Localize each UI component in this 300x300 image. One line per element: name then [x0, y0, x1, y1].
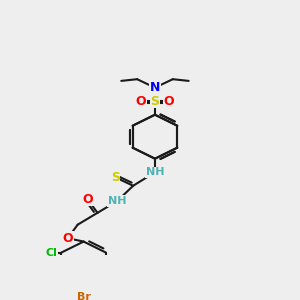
- Text: Br: Br: [77, 292, 91, 300]
- Text: O: O: [62, 232, 73, 245]
- Text: S: S: [151, 95, 160, 108]
- Text: NH: NH: [146, 167, 164, 177]
- Text: Cl: Cl: [46, 248, 57, 258]
- Text: O: O: [164, 95, 174, 108]
- Text: O: O: [82, 193, 93, 206]
- Text: O: O: [136, 95, 146, 108]
- Text: S: S: [111, 171, 120, 184]
- Text: NH: NH: [108, 196, 127, 206]
- Text: N: N: [150, 81, 160, 94]
